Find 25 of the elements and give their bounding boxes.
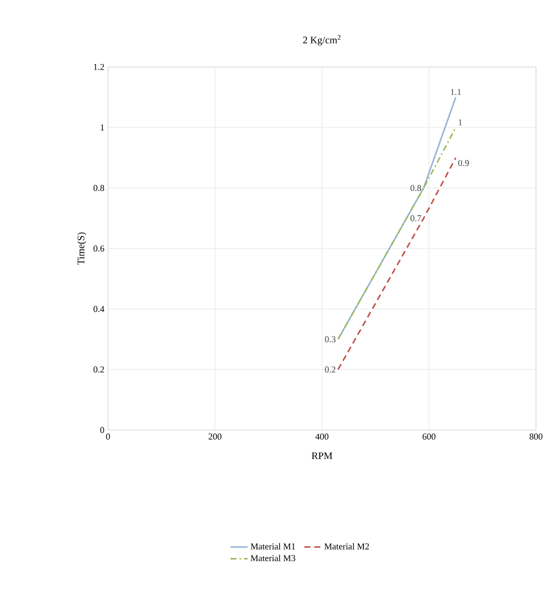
y-tick-label: 1: [100, 124, 104, 130]
data-label: 0.7: [410, 215, 422, 222]
data-label: 1.1: [450, 88, 461, 96]
x-tick-label: 800: [530, 434, 542, 440]
data-label: 0.2: [324, 366, 336, 373]
y-tick-label: 0.4: [94, 306, 104, 312]
x-tick-label: 200: [208, 434, 222, 440]
data-label: 0.9: [458, 160, 469, 166]
x-axis-title: RPM: [312, 452, 332, 460]
data-label: 0.8: [410, 184, 422, 192]
x-tick-label: 400: [315, 434, 328, 440]
x-tick-label: 0: [106, 434, 110, 440]
y-tick-label: 1.2: [94, 64, 104, 70]
legend-label: Material M2: [324, 543, 369, 550]
y-tick-label: 0.2: [94, 366, 104, 373]
x-tick-label: 600: [422, 434, 436, 440]
y-tick-label: 0.8: [94, 184, 104, 192]
data-label: 1: [458, 119, 462, 126]
legend-label: Material M1: [250, 543, 296, 550]
data-label: 0.3: [324, 336, 336, 342]
y-tick-label: 0.6: [94, 245, 104, 252]
legend-label: Material M3: [250, 554, 296, 562]
chart-title: 2 Kg/cm$^{2}$: [303, 35, 340, 46]
y-tick-label: 0: [100, 426, 104, 434]
y-axis-title: Time(S): [77, 232, 86, 265]
